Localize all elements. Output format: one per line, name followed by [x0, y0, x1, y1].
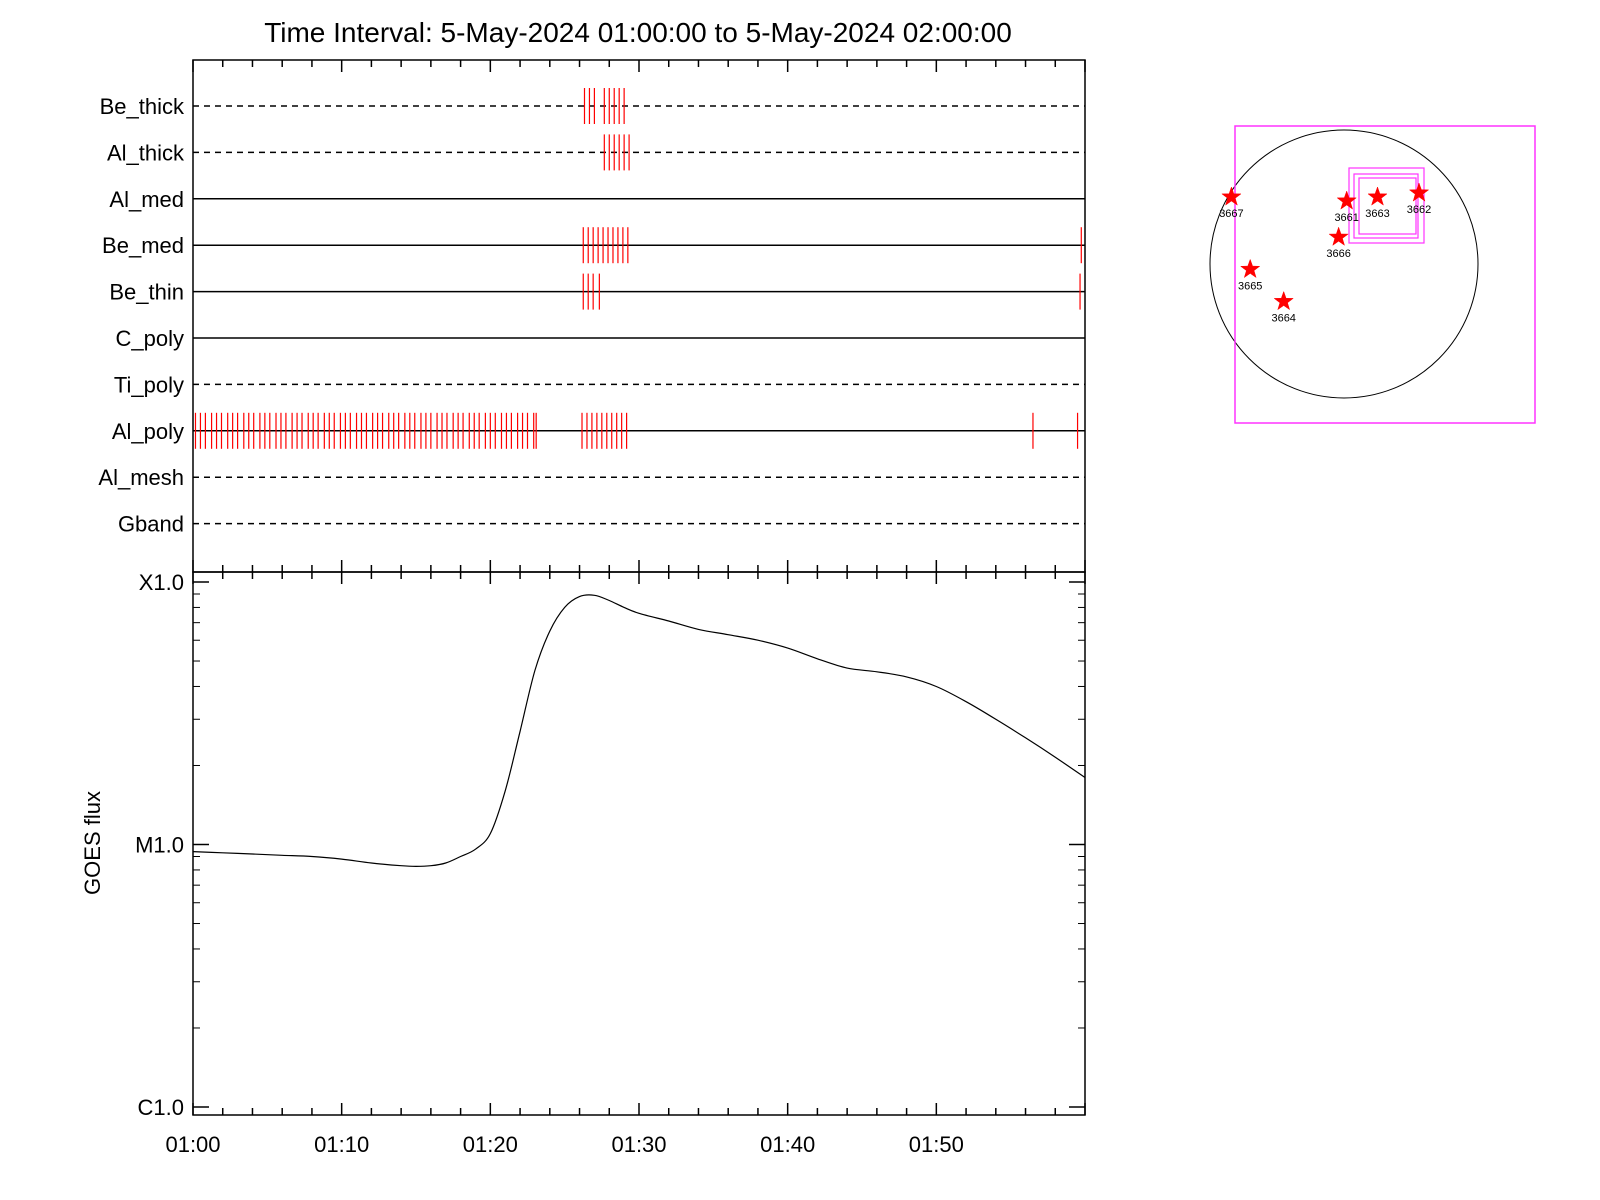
active-region-3665: 3665 — [1238, 258, 1262, 292]
region-number-label: 3667 — [1219, 208, 1243, 220]
active-region-3662: 3662 — [1407, 182, 1431, 216]
region-star-marker — [1328, 226, 1349, 246]
channel-label: Ti_poly — [114, 372, 184, 397]
channel-be-thick: Be_thick — [100, 88, 1085, 124]
region-number-label: 3665 — [1238, 280, 1262, 292]
region-box-3 — [1358, 177, 1417, 235]
region-number-label: 3666 — [1326, 248, 1350, 260]
x-tick-label: 01:40 — [760, 1132, 815, 1157]
channel-label: Gband — [118, 512, 184, 537]
region-star-marker — [1273, 290, 1294, 311]
goes-axis-ticks: 01:00 01:10 01:20 01:30 01:40 01:50 C1.0 M1.0 X1… — [135, 570, 1086, 1157]
channel-gband: Gband — [118, 512, 1085, 537]
active-regions: 3667 3661 3663 3662 3666 3665 3664 — [1219, 182, 1431, 325]
y-tick-label: C1.0 — [138, 1095, 184, 1120]
region-star-marker — [1408, 182, 1430, 202]
instrument-time-ticks — [192, 60, 1086, 572]
x-tick-label: 01:30 — [611, 1132, 666, 1157]
channel-label: Be_med — [102, 233, 184, 258]
chart-title: Time Interval: 5-May-2024 01:00:00 to 5-… — [264, 17, 1012, 48]
region-star-marker — [1221, 186, 1242, 206]
channel-label: C_poly — [116, 326, 184, 351]
y-tick-label: M1.0 — [135, 833, 184, 858]
x-tick-label: 01:10 — [314, 1132, 369, 1157]
active-region-3664: 3664 — [1271, 290, 1296, 325]
x-tick-label: 01:50 — [909, 1132, 964, 1157]
active-region-3667: 3667 — [1219, 186, 1244, 220]
channel-label: Al_thick — [107, 140, 185, 165]
goes-ylabel: GOES flux — [80, 791, 105, 895]
region-number-label: 3663 — [1365, 208, 1389, 220]
channel-be-thin: Be_thin — [109, 273, 1085, 310]
y-tick-label: X1.0 — [139, 570, 184, 595]
solar-disk-map: 3667 3661 3663 3662 3666 3665 3664 — [1209, 125, 1536, 424]
goes-flux-line — [192, 594, 1086, 868]
instrument-panel: Be_thick Al_thick Al_med Be_med Be_thin C_pol… — [98, 59, 1086, 573]
channel-c-poly: C_poly — [116, 326, 1085, 351]
x-tick-label: 01:00 — [165, 1132, 220, 1157]
goes-panel: 01:00 01:10 01:20 01:30 01:40 01:50 C1.0 M1.0 X1… — [80, 570, 1086, 1157]
channel-al-thick: Al_thick — [107, 134, 1085, 171]
region-box-2 — [1353, 173, 1419, 239]
solar-disk — [1209, 129, 1479, 399]
channel-label: Al_poly — [112, 419, 184, 444]
channel-be-med: Be_med — [102, 227, 1085, 264]
channel-label: Be_thick — [100, 94, 185, 119]
channel-ti-poly: Ti_poly — [114, 372, 1085, 397]
instrument-panel-frame — [192, 59, 1086, 573]
active-region-3663: 3663 — [1365, 186, 1390, 220]
region-number-label: 3664 — [1271, 313, 1295, 325]
region-star-marker — [1336, 190, 1357, 210]
x-tick-label: 01:20 — [463, 1132, 518, 1157]
goes-panel-frame — [192, 571, 1086, 1116]
region-number-label: 3662 — [1407, 204, 1431, 216]
channels-layer: Be_thick Al_thick Al_med Be_med Be_thin C_pol… — [98, 88, 1085, 537]
active-region-3661: 3661 — [1334, 190, 1359, 224]
region-star-marker — [1239, 258, 1261, 279]
region-star-marker — [1367, 186, 1388, 206]
channel-label: Al_med — [109, 187, 184, 212]
region-number-label: 3661 — [1334, 212, 1358, 224]
channel-label: Al_mesh — [98, 465, 184, 490]
active-region-3666: 3666 — [1326, 226, 1351, 260]
channel-al-poly: Al_poly — [112, 412, 1085, 449]
channel-al-mesh: Al_mesh — [98, 465, 1085, 490]
channel-al-med: Al_med — [109, 187, 1085, 212]
field-of-view-box — [1234, 125, 1536, 424]
channel-label: Be_thin — [109, 280, 184, 305]
